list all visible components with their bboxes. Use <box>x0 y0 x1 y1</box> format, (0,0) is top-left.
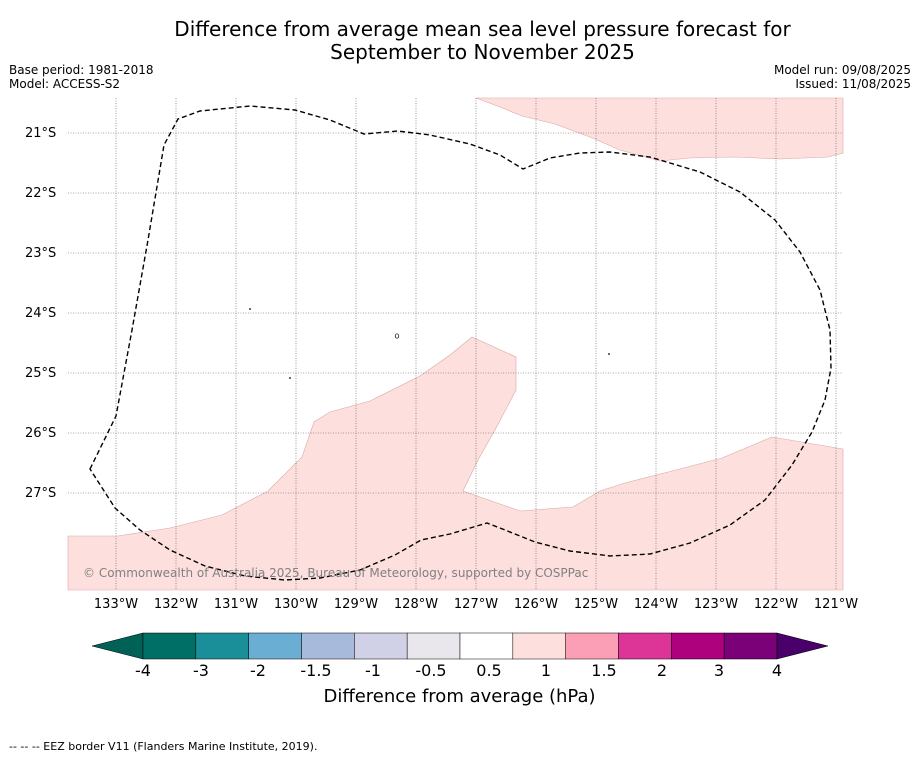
colorbar-segment <box>459 632 514 660</box>
colorbar-tick-label: -2 <box>250 661 266 680</box>
longitude-label: 125°W <box>573 597 619 612</box>
model-name: Model: ACCESS-S2 <box>9 77 121 91</box>
colorbar-tick-label: -4 <box>135 661 151 680</box>
colorbar-segment <box>195 632 249 660</box>
colorbar-tick-label: 4 <box>771 661 783 680</box>
longitude-label: 124°W <box>633 597 679 612</box>
model-run: Model run: 09/08/2025 <box>773 63 911 77</box>
longitude-label: 133°W <box>93 597 139 612</box>
colorbar-tick-label: -1 <box>365 661 381 680</box>
colorbar-tick-label: -3 <box>193 661 209 680</box>
latitude-label: 26°S <box>25 426 57 441</box>
graticule <box>68 98 843 590</box>
latitude-label: 25°S <box>25 366 57 381</box>
colorbar-segment <box>723 632 778 660</box>
colorbar-over <box>776 632 829 660</box>
title-line-2: September to November 2025 <box>330 40 635 64</box>
latitude-label: 27°S <box>25 486 57 501</box>
latitude-label: 24°S <box>25 306 57 321</box>
colorbar-tick-label: 1 <box>540 661 552 680</box>
colorbar-segment <box>406 632 461 660</box>
colorbar-title: Difference from average (hPa) <box>323 686 596 707</box>
colorbar-under <box>91 632 144 660</box>
island-marker <box>249 308 251 310</box>
issued-date: Issued: 11/08/2025 <box>795 77 911 91</box>
map-title: Difference from average mean sea level p… <box>0 18 919 64</box>
colorbar-segment <box>565 632 619 660</box>
longitude-label: 129°W <box>333 597 379 612</box>
colorbar-segment <box>618 632 672 660</box>
copyright-notice: © Commonwealth of Australia 2025, Bureau… <box>83 566 589 580</box>
colorbar-tick-label: 0.5 <box>476 661 502 680</box>
island-marker <box>394 333 400 339</box>
colorbar-segment <box>301 632 355 660</box>
colorbar-tick-label: -1.5 <box>300 661 332 680</box>
latitude-label: 21°S <box>25 126 57 141</box>
meta-right: Model run: 09/08/2025 Issued: 11/08/2025 <box>774 63 911 91</box>
colorbar-tick-label: 2 <box>656 661 668 680</box>
colorbar-segment <box>248 632 302 660</box>
meta-left: Base period: 1981-2018 Model: ACCESS-S2 <box>9 63 154 91</box>
base-period: Base period: 1981-2018 <box>9 63 154 77</box>
longitude-label: 126°W <box>513 597 559 612</box>
island-marker <box>608 353 610 355</box>
longitude-label: 127°W <box>453 597 499 612</box>
longitude-label: 130°W <box>273 597 319 612</box>
footnote: -- -- -- EEZ border V11 (Flanders Marine… <box>9 740 318 753</box>
latitude-label: 22°S <box>25 186 57 201</box>
latitude-label: 23°S <box>25 246 57 261</box>
anomaly-region-north <box>475 97 844 162</box>
colorbar-segment <box>354 632 408 660</box>
anomaly-region-south <box>67 336 844 591</box>
longitude-label: 121°W <box>813 597 859 612</box>
colorbar-segment <box>142 632 197 660</box>
map-panel <box>67 97 844 591</box>
longitude-label: 128°W <box>393 597 439 612</box>
longitude-label: 123°W <box>693 597 739 612</box>
colorbar-tick-label: -0.5 <box>415 661 447 680</box>
colorbar-segment <box>671 632 725 660</box>
longitude-label: 131°W <box>213 597 259 612</box>
island-marker <box>289 377 291 379</box>
colorbar-tick-label: 1.5 <box>591 661 617 680</box>
longitude-label: 132°W <box>153 597 199 612</box>
title-line-1: Difference from average mean sea level p… <box>174 17 791 41</box>
longitude-label: 122°W <box>753 597 799 612</box>
colorbar-tick-label: 3 <box>713 661 725 680</box>
colorbar-segment <box>512 632 566 660</box>
colorbar <box>91 632 829 660</box>
